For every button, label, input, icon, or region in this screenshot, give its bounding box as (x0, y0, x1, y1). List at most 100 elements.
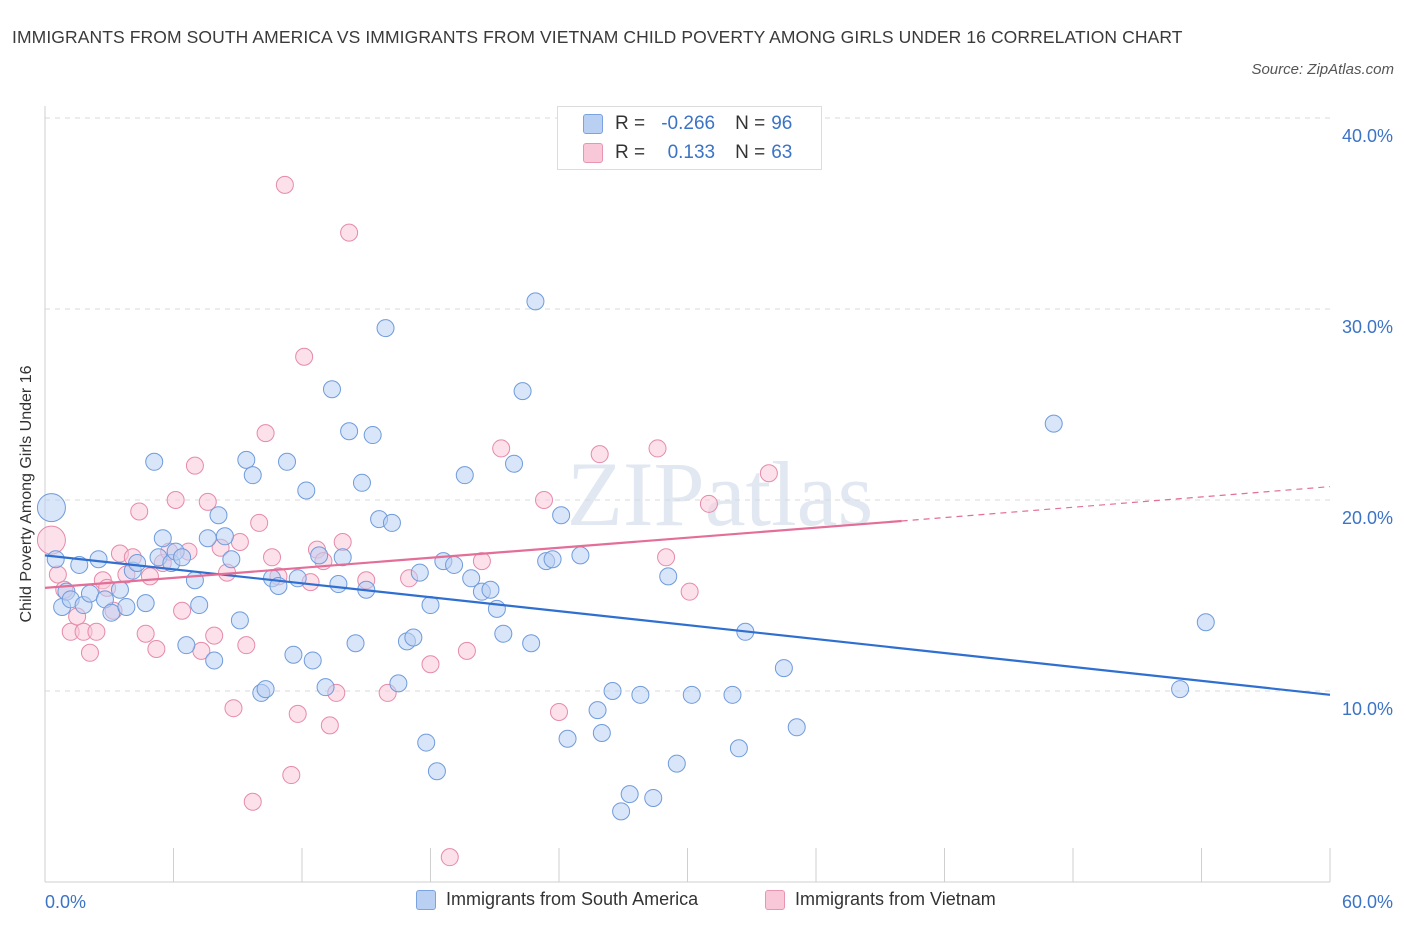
vietnam-point (224, 699, 243, 718)
south-america-point (644, 788, 663, 807)
vietnam-point (48, 565, 67, 584)
south-america-point (389, 674, 408, 693)
vietnam-point (263, 548, 282, 567)
south-america-point (723, 685, 742, 704)
vietnam-point (243, 792, 262, 811)
legend-row-south-america: R = -0.266 N = 96 (583, 112, 792, 136)
south-america-points (36, 292, 1215, 821)
n-label: N = (735, 113, 766, 134)
vietnam-point (657, 548, 676, 567)
pink-swatch-icon (583, 143, 603, 163)
vietnam-point (288, 704, 307, 723)
vietnam-point (130, 502, 149, 521)
south-america-point (729, 739, 748, 758)
vietnam-point (185, 456, 204, 475)
x-tick-label: 60.0% (1342, 892, 1393, 912)
vietnam-point (136, 624, 155, 643)
south-america-point (404, 628, 423, 647)
vietnam-point (759, 464, 778, 483)
south-america-point (136, 594, 155, 613)
vietnam-point (680, 582, 699, 601)
n-value: 63 (771, 142, 793, 163)
south-america-point (352, 473, 371, 492)
trend-lines (44, 486, 1331, 696)
south-america-point (787, 718, 806, 737)
south-america-point (102, 603, 121, 622)
watermark: ZIPatlas (567, 443, 874, 545)
south-america-point (620, 785, 639, 804)
vietnam-point (333, 533, 352, 552)
vietnam-point (648, 439, 667, 458)
south-america-point (558, 729, 577, 748)
south-america-point (421, 596, 440, 615)
south-america-point (659, 567, 678, 586)
south-america-point (417, 733, 436, 752)
south-america-point (410, 563, 429, 582)
vietnam-point (699, 494, 718, 513)
south-america-point (494, 624, 513, 643)
south-america-point (588, 701, 607, 720)
vietnam-point (275, 175, 294, 194)
r-label: R = (615, 113, 646, 134)
n-label: N = (735, 142, 766, 163)
south-america-point (445, 555, 464, 574)
vietnam-point (80, 643, 99, 662)
legend-item-south-america[interactable]: Immigrants from South America (416, 889, 698, 910)
vietnam-point (295, 347, 314, 366)
south-america-point (173, 548, 192, 567)
y-tick-label: 10.0% (1342, 699, 1393, 719)
south-america-point (237, 450, 256, 469)
r-label: R = (615, 142, 646, 163)
correlation-legend: R = -0.266 N = 96 R = 0.133 N = 63 (557, 106, 822, 170)
south-america-point (190, 596, 209, 615)
vietnam-point (250, 513, 269, 532)
south-america-point (209, 506, 228, 525)
r-value: -0.266 (661, 113, 716, 134)
south-america-point (110, 580, 129, 599)
vietnam-point (237, 636, 256, 655)
south-america-point (631, 685, 650, 704)
south-america-point (333, 548, 352, 567)
south-america-trend-line (44, 554, 1331, 696)
vietnam-point (230, 533, 249, 552)
vietnam-points (36, 175, 778, 867)
chart-title: IMMIGRANTS FROM SOUTH AMERICA VS IMMIGRA… (12, 27, 1183, 47)
vietnam-point (166, 491, 185, 509)
south-america-point (505, 454, 524, 473)
vietnam-point (550, 703, 568, 722)
south-america-point (603, 682, 622, 700)
south-america-point (346, 634, 365, 653)
vietnam-point (340, 223, 359, 242)
south-america-point (243, 466, 262, 485)
y-tick-label: 30.0% (1342, 317, 1393, 337)
vietnam-point (147, 639, 166, 658)
south-america-point (284, 645, 303, 664)
south-america-point (205, 651, 224, 670)
vietnam-point (421, 655, 440, 674)
legend-row-vietnam: R = 0.133 N = 63 (583, 141, 792, 165)
south-america-point (117, 597, 136, 616)
south-america-point (667, 754, 686, 773)
legend-label: Immigrants from Vietnam (795, 889, 996, 909)
vietnam-point (87, 622, 106, 641)
vietnam-point (282, 766, 301, 785)
south-america-point (153, 529, 172, 548)
south-america-point (198, 529, 217, 548)
vietnam-point (198, 492, 217, 511)
south-america-point (1171, 680, 1190, 699)
pink-swatch-icon (765, 889, 785, 910)
legend-item-vietnam[interactable]: Immigrants from Vietnam (765, 889, 996, 910)
tick-labels: 10.0% 20.0% 30.0% 40.0% 0.0% 60.0% (45, 126, 1393, 912)
vietnam-point (36, 525, 66, 555)
south-america-point (215, 527, 234, 546)
south-america-point (682, 685, 701, 704)
vietnam-point (472, 552, 491, 571)
south-america-point (592, 724, 611, 743)
south-america-point (89, 550, 108, 569)
south-america-point (145, 452, 164, 471)
south-america-point (36, 493, 66, 523)
y-tick-label: 40.0% (1342, 126, 1393, 146)
south-america-point (322, 380, 341, 399)
vietnam-point (205, 626, 224, 645)
south-america-point (46, 550, 65, 569)
